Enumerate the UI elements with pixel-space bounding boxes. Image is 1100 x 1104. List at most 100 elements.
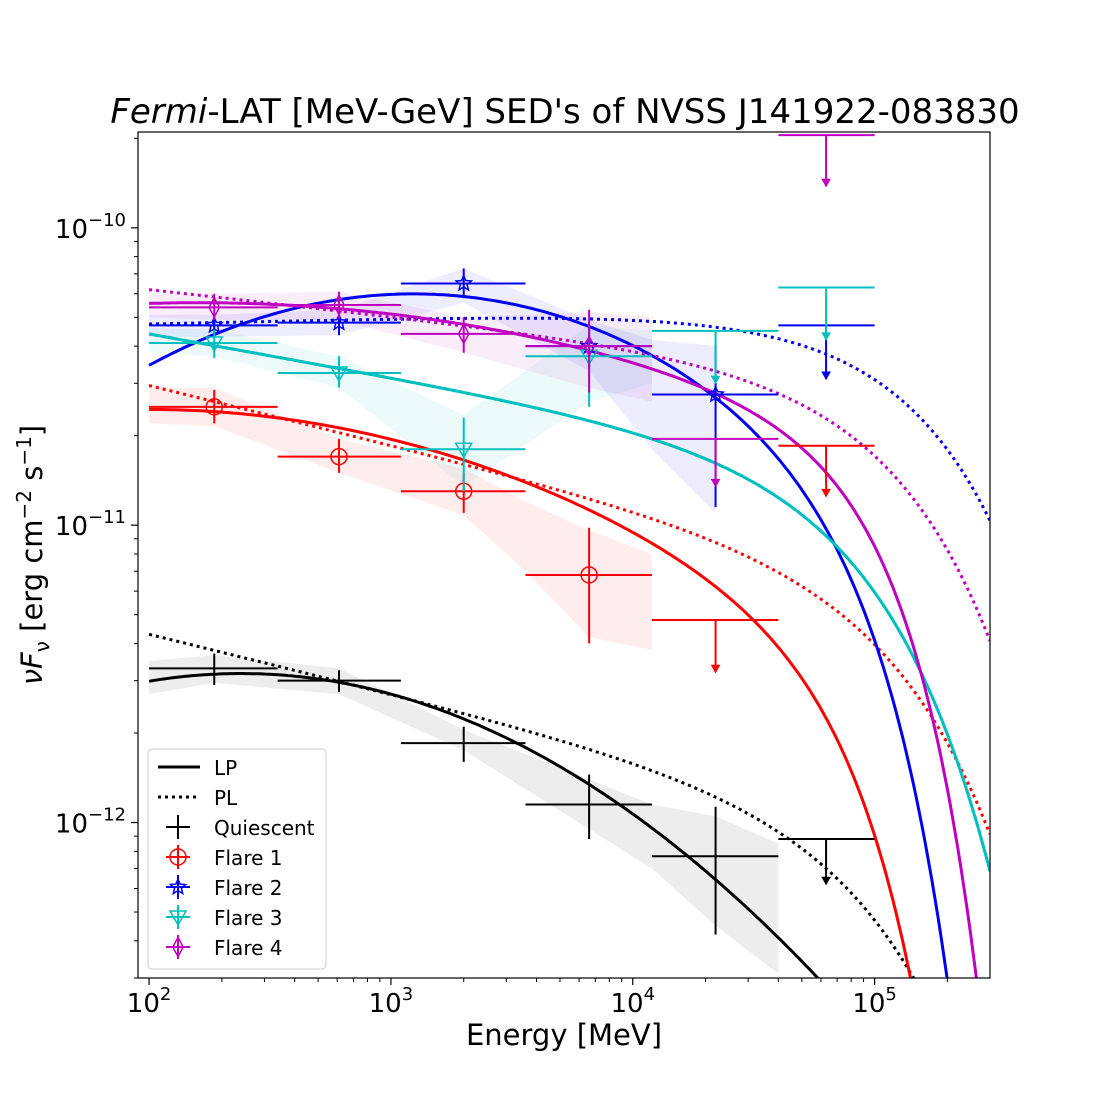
- upper-limit-arrowhead: [710, 375, 721, 385]
- upper-limit-arrowhead: [710, 664, 721, 674]
- data-points: [149, 134, 875, 935]
- marker: [204, 315, 224, 334]
- legend-label: Flare 4: [214, 936, 283, 960]
- point-flare-2: [400, 268, 526, 299]
- chart-title-rest: -LAT [MeV-GeV] SED's of NVSS J141922-083…: [207, 92, 1019, 132]
- x-tick-base: 10: [369, 989, 402, 1019]
- legend-marker-flare-2: [168, 877, 188, 896]
- x-tick-base: 10: [610, 989, 643, 1019]
- upper-limit-arrowhead: [821, 876, 831, 886]
- band-flare-3: [149, 325, 652, 487]
- point-flare-3: [778, 286, 875, 341]
- point-flare-3: [277, 356, 401, 388]
- band-quiescent: [149, 655, 779, 974]
- plot-frame: [137, 131, 991, 979]
- y-label-sub: ν: [30, 641, 54, 652]
- legend-label: LP: [214, 756, 237, 780]
- x-tick-base: 10: [127, 989, 160, 1019]
- legend-label: Quiescent: [214, 816, 315, 840]
- legend-label: Flare 1: [214, 846, 283, 870]
- point-flare-3: [400, 417, 526, 492]
- legend-label: Flare 3: [214, 906, 283, 930]
- point-flare-4: [277, 291, 401, 319]
- marker: [454, 442, 474, 459]
- band-flare-4: [149, 291, 652, 402]
- marker: [330, 447, 348, 466]
- pl-curve-flare-1: [148, 384, 990, 835]
- legend-box: [147, 748, 327, 970]
- band-flare-2: [149, 268, 716, 513]
- y-tick-exp: −10: [88, 210, 126, 231]
- upper-limit-arrowhead: [821, 488, 831, 498]
- upper-limit-arrowhead: [821, 332, 831, 341]
- chart-title-italic: Fermi: [110, 92, 208, 132]
- lp-curve-flare-2: [148, 292, 949, 978]
- upper-limit-arrowhead: [821, 178, 831, 188]
- legend-marker-flare-3: [168, 910, 188, 927]
- x-tick-label: 104: [610, 984, 655, 1019]
- point-flare-1: [525, 527, 652, 644]
- marker: [204, 336, 224, 353]
- point-quiescent: [651, 806, 779, 935]
- x-axis-label: Energy [MeV]: [466, 1018, 662, 1052]
- lp-curve-quiescent: [148, 672, 820, 978]
- legend-marker-flare-1: [169, 848, 187, 866]
- point-flare-4: [400, 317, 526, 353]
- marker: [332, 293, 346, 317]
- y-axis-label: νFν [erg cm−2 s−1]: [12, 425, 54, 685]
- point-quiescent: [778, 838, 875, 886]
- point-quiescent: [400, 726, 526, 762]
- marker: [205, 398, 223, 416]
- y-tick-base: 10: [55, 512, 88, 542]
- marker: [329, 366, 349, 383]
- y-tick-base: 10: [55, 810, 88, 840]
- legend-marker-flare-4: [171, 935, 185, 959]
- x-tick-label: 102: [127, 984, 172, 1019]
- point-quiescent: [149, 653, 278, 686]
- marker: [208, 296, 221, 319]
- marker: [454, 273, 474, 292]
- y-tick-label: 10−12: [55, 805, 126, 840]
- x-tick-exp: 4: [644, 984, 655, 1005]
- legend: LP PL Quiescent Flare 1 Flare 2 Flare 3 Flare …: [147, 748, 327, 970]
- marker: [580, 566, 598, 584]
- upper-limit-arrowhead: [821, 371, 831, 381]
- x-tick-exp: 3: [402, 984, 413, 1005]
- point-flare-4: [651, 437, 779, 488]
- uncertainty-bands: [149, 268, 779, 974]
- band-flare-1: [149, 387, 652, 651]
- y-label-base: νF: [15, 651, 49, 685]
- marker: [706, 384, 726, 403]
- y-label-units: [erg cm: [15, 519, 49, 641]
- point-flare-1: [651, 618, 779, 674]
- point-quiescent: [277, 670, 401, 692]
- pl-curve-quiescent: [148, 632, 916, 978]
- x-axis-ticks: 102 103 104 105: [127, 978, 948, 1019]
- point-flare-4: [525, 309, 652, 393]
- marker: [583, 334, 596, 358]
- point-flare-4: [778, 134, 875, 188]
- y-tick-exp: −12: [88, 805, 126, 826]
- x-tick-label: 103: [369, 984, 414, 1019]
- y-label-end: ]: [15, 425, 49, 436]
- marker: [457, 322, 470, 346]
- point-flare-1: [277, 438, 401, 473]
- point-flare-3: [651, 329, 779, 385]
- y-label-exp2: −1: [12, 436, 36, 465]
- y-tick-base: 10: [55, 215, 88, 245]
- marker: [329, 312, 349, 331]
- point-flare-1: [778, 444, 875, 498]
- lp-curve-flare-3: [148, 332, 990, 872]
- lp-curve-flare-1: [149, 407, 913, 978]
- x-tick-base: 10: [852, 989, 885, 1019]
- y-label-exp1: −2: [12, 490, 36, 519]
- x-tick-label: 105: [852, 984, 897, 1019]
- upper-limit-arrowhead: [710, 478, 721, 488]
- x-tick-exp: 2: [160, 984, 171, 1005]
- chart-title: Fermi-LAT [MeV-GeV] SED's of NVSS J14192…: [110, 92, 1019, 132]
- x-tick-exp: 5: [885, 984, 896, 1005]
- y-tick-exp: −11: [88, 507, 126, 528]
- legend-label: PL: [214, 786, 238, 810]
- point-flare-1: [149, 389, 278, 424]
